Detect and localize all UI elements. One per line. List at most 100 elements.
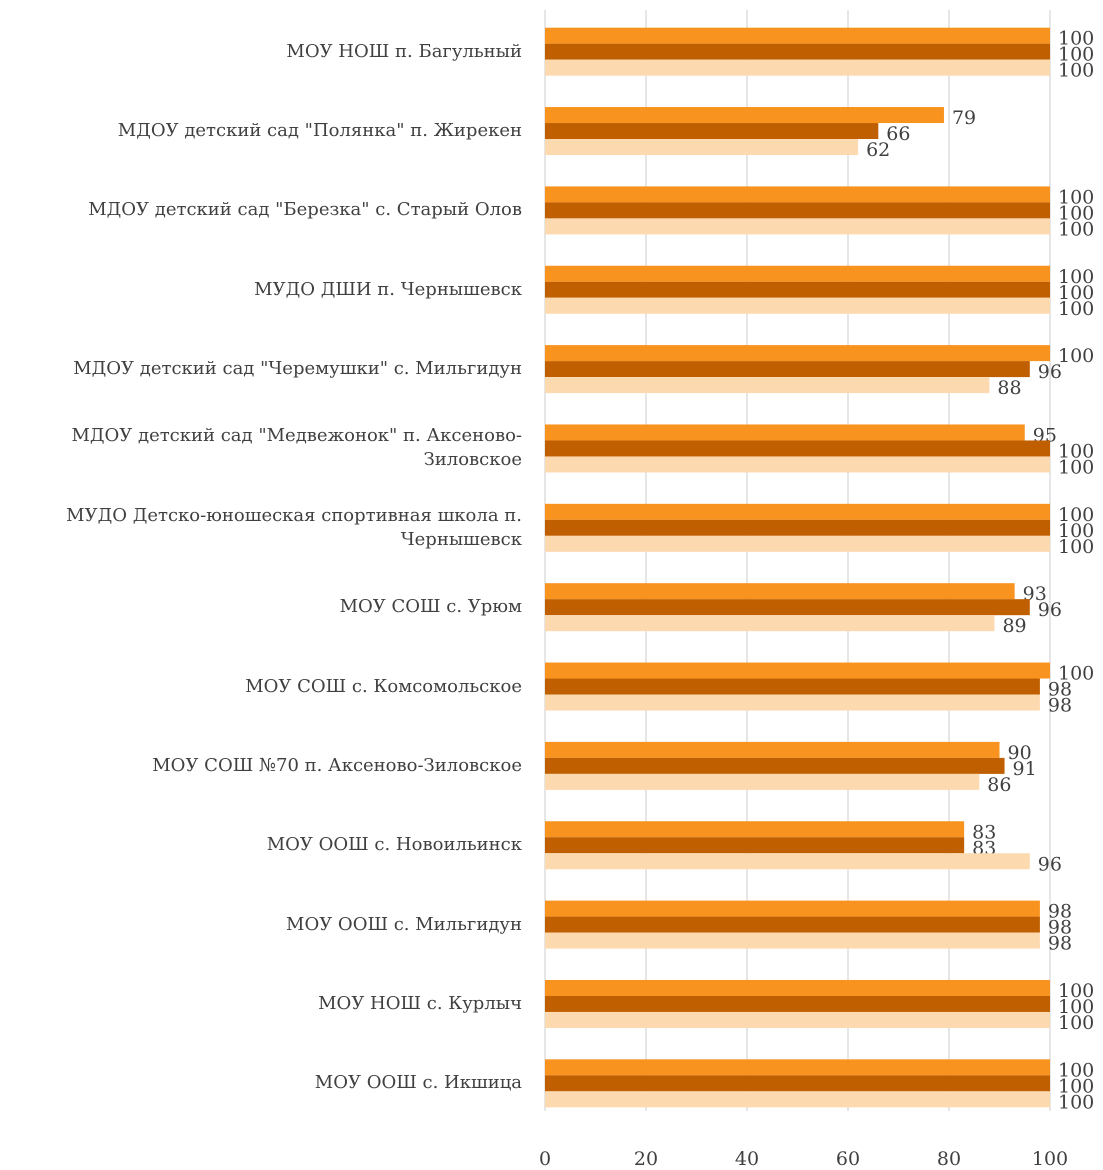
category-label: МДОУ детский сад "Березка" с. Старый Оло… <box>88 199 522 221</box>
value-label: 100 <box>1058 996 1094 1018</box>
value-label: 89 <box>1002 615 1026 637</box>
value-label: 83 <box>972 821 996 843</box>
category-label: МОУ ООШ с. Новоильинск <box>266 834 522 856</box>
bar <box>545 932 1040 949</box>
category-label: МДОУ детский сад "Черемушки" с. Мильгиду… <box>73 358 522 380</box>
value-label: 66 <box>886 123 910 145</box>
value-label: 100 <box>1058 202 1094 224</box>
bar <box>545 979 1050 996</box>
value-label: 100 <box>1058 44 1094 66</box>
bar <box>545 107 944 124</box>
bar <box>545 361 1030 378</box>
x-tick-label: 60 <box>836 1148 860 1170</box>
value-label: 100 <box>1058 980 1094 1002</box>
bar <box>545 27 1050 44</box>
bar <box>545 519 1050 536</box>
x-tick-label: 20 <box>634 1148 658 1170</box>
value-label: 86 <box>987 774 1011 796</box>
category-label: МОУ НОШ с. Курлыч <box>318 992 522 1014</box>
value-label: 100 <box>1058 440 1094 462</box>
bar <box>545 440 1050 457</box>
x-tick-label: 0 <box>539 1148 551 1170</box>
x-tick-label: 80 <box>937 1148 961 1170</box>
bar <box>545 678 1040 695</box>
bar <box>545 139 859 156</box>
value-label: 79 <box>952 107 976 129</box>
bar <box>545 1059 1050 1076</box>
bar <box>545 900 1040 917</box>
bar <box>545 377 990 394</box>
value-label: 62 <box>866 139 890 161</box>
bar <box>545 1091 1050 1108</box>
bar <box>545 503 1050 520</box>
category-label: МОУ ООШ с. Икшица <box>314 1072 522 1094</box>
value-label: 100 <box>1058 504 1094 526</box>
value-label: 98 <box>1048 917 1072 939</box>
bar <box>545 424 1025 441</box>
bar <box>545 599 1030 616</box>
bar <box>545 123 879 140</box>
value-label: 100 <box>1058 282 1094 304</box>
value-label: 100 <box>1058 345 1094 367</box>
category-label: МУДО ДШИ п. Чернышевск <box>254 278 522 300</box>
value-label: 96 <box>1038 599 1062 621</box>
bar <box>545 345 1050 362</box>
bar <box>545 662 1050 679</box>
value-label: 88 <box>997 377 1021 399</box>
bar <box>545 741 1000 758</box>
value-label: 91 <box>1013 758 1037 780</box>
category-label: МОУ СОШ №70 п. Аксеново-Зиловское <box>152 754 522 776</box>
bar <box>545 916 1040 933</box>
bar <box>545 265 1050 282</box>
bar <box>545 995 1050 1012</box>
value-label: 100 <box>1058 663 1094 685</box>
bar <box>545 853 1030 870</box>
bar <box>545 43 1050 60</box>
bar <box>545 218 1050 235</box>
bar <box>545 1075 1050 1092</box>
value-label: 100 <box>1058 186 1094 208</box>
value-label: 98 <box>1048 901 1072 923</box>
value-label: 100 <box>1058 266 1094 288</box>
bar <box>545 535 1050 552</box>
category-label: МОУ СОШ с. Комсомольское <box>245 675 522 697</box>
value-label: 100 <box>1058 218 1094 240</box>
value-label: 96 <box>1038 853 1062 875</box>
x-tick-label: 40 <box>735 1148 759 1170</box>
bar <box>545 297 1050 314</box>
value-label: 100 <box>1058 456 1094 478</box>
bar <box>545 281 1050 298</box>
bar <box>545 583 1015 600</box>
bar <box>545 1011 1050 1028</box>
bar <box>545 773 980 790</box>
bar <box>545 837 965 854</box>
value-label: 98 <box>1048 679 1072 701</box>
category-label: МДОУ детский сад "Медвежонок" п. Аксенов… <box>71 425 522 471</box>
category-label: МДОУ детский сад "Полянка" п. Жирекен <box>117 120 522 142</box>
value-label: 100 <box>1058 1091 1094 1113</box>
bar <box>545 757 1005 774</box>
value-label: 100 <box>1058 520 1094 542</box>
value-label: 100 <box>1058 1075 1094 1097</box>
category-label: МОУ СОШ с. Урюм <box>339 596 522 618</box>
value-label: 100 <box>1058 298 1094 320</box>
bar <box>545 456 1050 473</box>
bar <box>545 694 1040 711</box>
bar <box>545 202 1050 219</box>
value-label: 100 <box>1058 536 1094 558</box>
value-label: 100 <box>1058 60 1094 82</box>
value-label: 100 <box>1058 28 1094 50</box>
value-label: 96 <box>1038 361 1062 383</box>
x-tick-label: 100 <box>1032 1148 1068 1170</box>
bar <box>545 186 1050 203</box>
bar <box>545 615 995 632</box>
bar <box>545 59 1050 76</box>
category-label: МОУ НОШ п. Багульный <box>286 40 522 62</box>
value-label: 100 <box>1058 1012 1094 1034</box>
value-label: 100 <box>1058 1059 1094 1081</box>
category-label: МУДО Детско-юношеская спортивная школа п… <box>66 504 522 550</box>
value-label: 90 <box>1008 742 1032 764</box>
value-label: 98 <box>1048 933 1072 955</box>
